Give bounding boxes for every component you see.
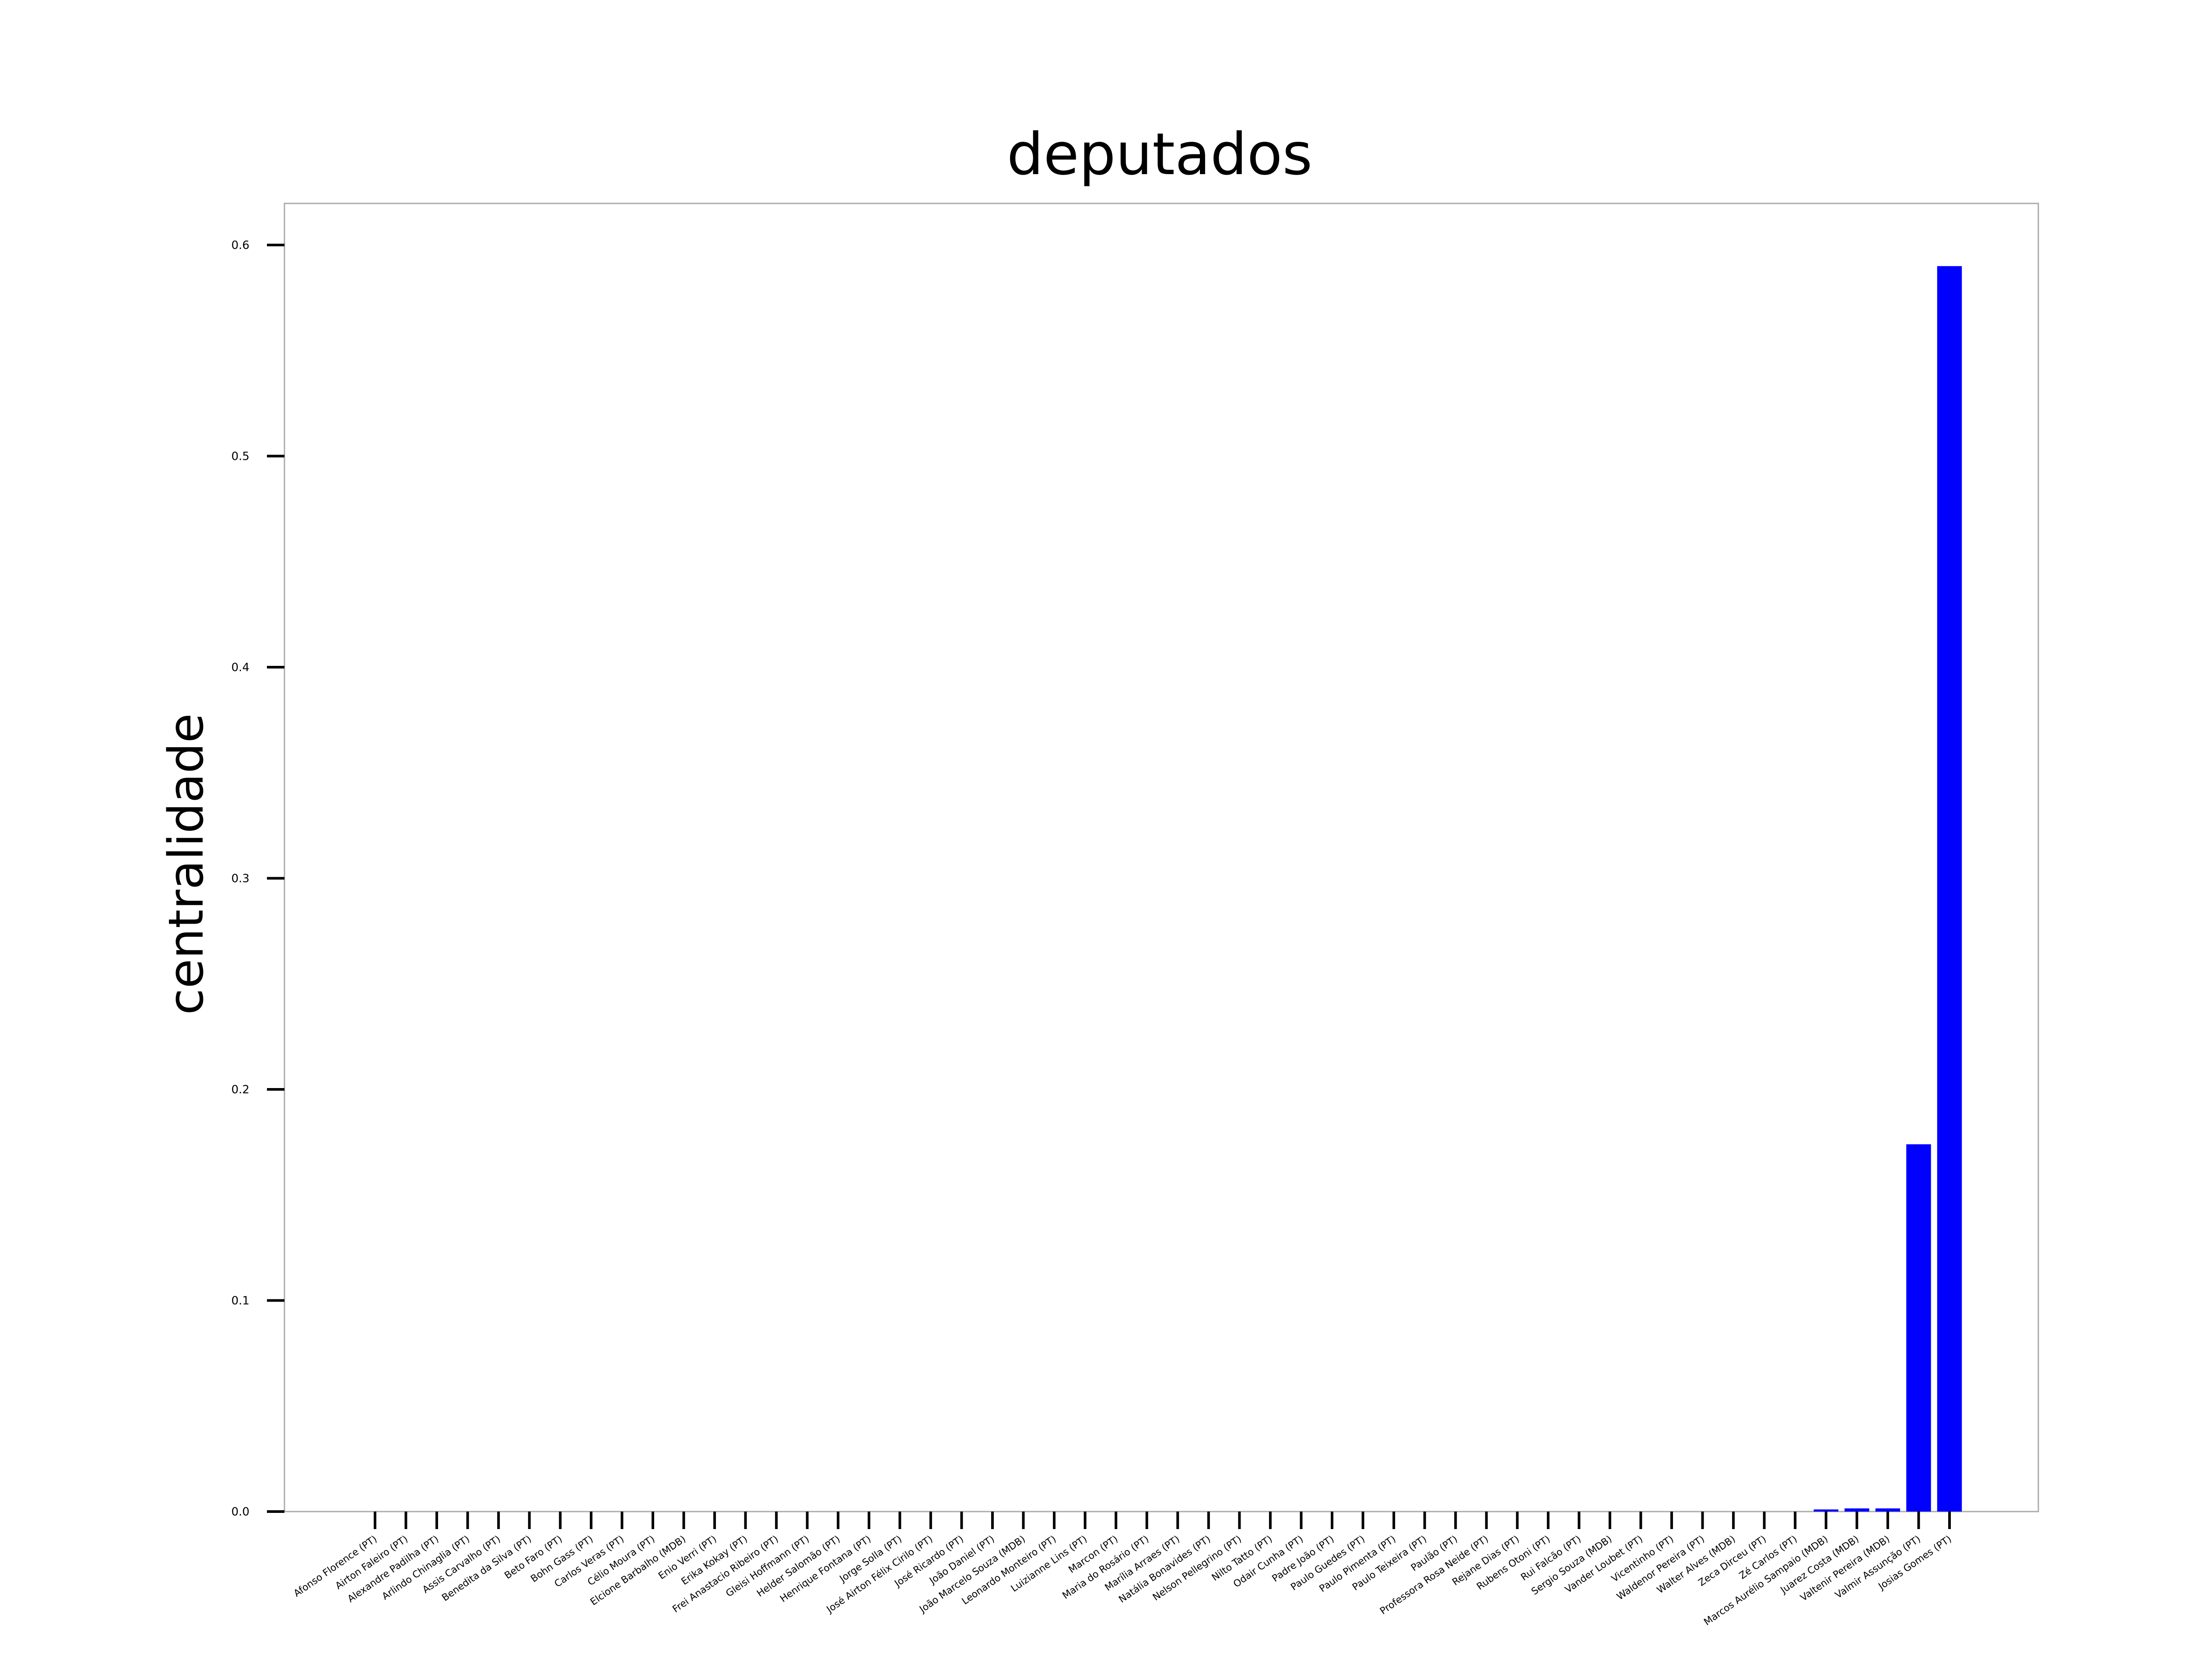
y-axis: 0.0 0.1 0.2 0.3 0.4 0.5 0.6	[231, 239, 284, 1519]
y-tick-label: 0.0	[231, 1505, 249, 1519]
y-tick-label: 0.1	[231, 1295, 249, 1308]
y-tick-label: 0.4	[231, 661, 249, 674]
bar	[1813, 1509, 1839, 1512]
bar	[1937, 266, 1962, 1512]
y-axis-label: centralidade	[158, 713, 214, 1015]
bars-group	[1813, 266, 1962, 1512]
bar	[1875, 1508, 1900, 1512]
x-axis: Afonso Florence (PT)Airton Faleiro (PT)A…	[292, 1512, 1953, 1628]
plot-frame	[284, 203, 2039, 1512]
bar	[1844, 1508, 1869, 1512]
chart-title: deputados	[1007, 121, 1312, 188]
y-tick-label: 0.5	[231, 450, 249, 463]
y-tick-label: 0.6	[231, 239, 249, 252]
y-tick-label: 0.3	[231, 872, 249, 886]
y-tick-label: 0.2	[231, 1083, 249, 1096]
bar	[1906, 1144, 1931, 1512]
